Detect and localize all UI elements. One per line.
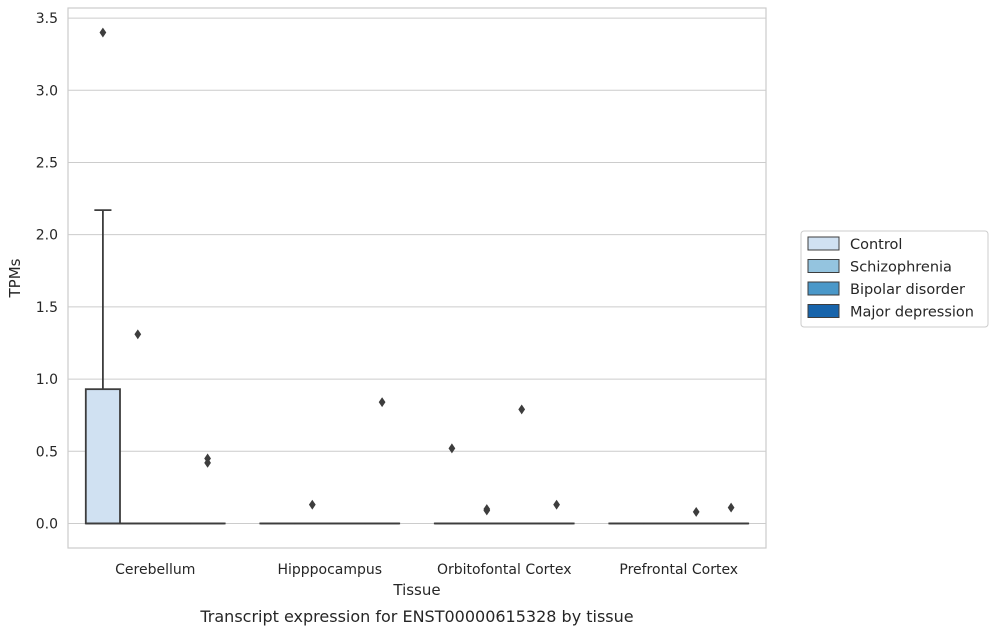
x-tick-label: Cerebellum	[115, 562, 195, 578]
y-tick-label: 3.0	[36, 83, 58, 99]
legend-swatch	[807, 304, 840, 318]
legend-label: Bipolar disorder	[850, 282, 965, 298]
outlier-point	[483, 505, 491, 516]
box-3-1	[364, 397, 401, 525]
figure-caption: Transcript expression for ENST0000061532…	[199, 607, 633, 626]
legend-swatch	[807, 281, 840, 296]
y-tick-label: 3.5	[36, 11, 58, 27]
outlier-point	[518, 404, 526, 415]
box-body	[84, 388, 121, 525]
box-2-2	[503, 404, 540, 525]
outlier-point	[134, 329, 142, 340]
plot-area-frame	[67, 7, 767, 549]
gridlines	[68, 17, 766, 524]
y-tick-label: 2.0	[36, 228, 58, 244]
outlier-point	[99, 27, 107, 38]
outlier-point	[204, 457, 211, 468]
outlier-point	[308, 499, 316, 510]
box-0-2	[433, 443, 470, 525]
x-tick-label: Prefrontal Cortex	[619, 562, 738, 578]
y-tick-label: 0.0	[36, 516, 58, 532]
box-3-2	[538, 499, 575, 525]
outlier-point	[553, 499, 560, 510]
box-3-3	[713, 502, 750, 525]
outlier-point	[448, 443, 456, 454]
y-tick-label: 1.0	[36, 372, 58, 388]
legend-label: Schizophrenia	[850, 260, 952, 276]
x-tick-label: Hipppocampus	[277, 562, 382, 578]
y-tick-labels: 0.0 0.5 1.0 1.5 2.0 2.5 3.0 3.5	[36, 11, 58, 532]
outlier-point	[692, 506, 700, 517]
y-tick-label: 2.5	[36, 155, 58, 171]
box-1-0	[119, 329, 156, 525]
box-3-0	[189, 453, 226, 525]
box-plots	[84, 27, 750, 525]
outlier-point	[378, 397, 386, 408]
y-tick-label: 1.5	[36, 300, 58, 316]
y-tick-label: 0.5	[36, 444, 58, 460]
legend-swatch	[807, 259, 840, 273]
box-2-3	[678, 506, 715, 525]
y-axis-label: TPMs	[6, 258, 24, 298]
legend-box	[800, 230, 989, 328]
legend-swatch	[807, 236, 840, 251]
x-tick-labels: Cerebellum Hipppocampus Orbitofontal Corte…	[115, 562, 738, 578]
box-0-0	[84, 27, 121, 525]
x-tick-label: Orbitofontal Cortex	[437, 562, 572, 578]
x-axis-label: Tissue	[392, 581, 440, 599]
legend-label: Major depression	[850, 305, 974, 321]
box-1-2	[468, 504, 505, 525]
legend: Control Schizophrenia Bipolar disorder Majo…	[800, 230, 989, 328]
legend-label: Control	[850, 237, 902, 253]
outlier-point	[727, 502, 735, 513]
box-1-1	[294, 499, 331, 525]
